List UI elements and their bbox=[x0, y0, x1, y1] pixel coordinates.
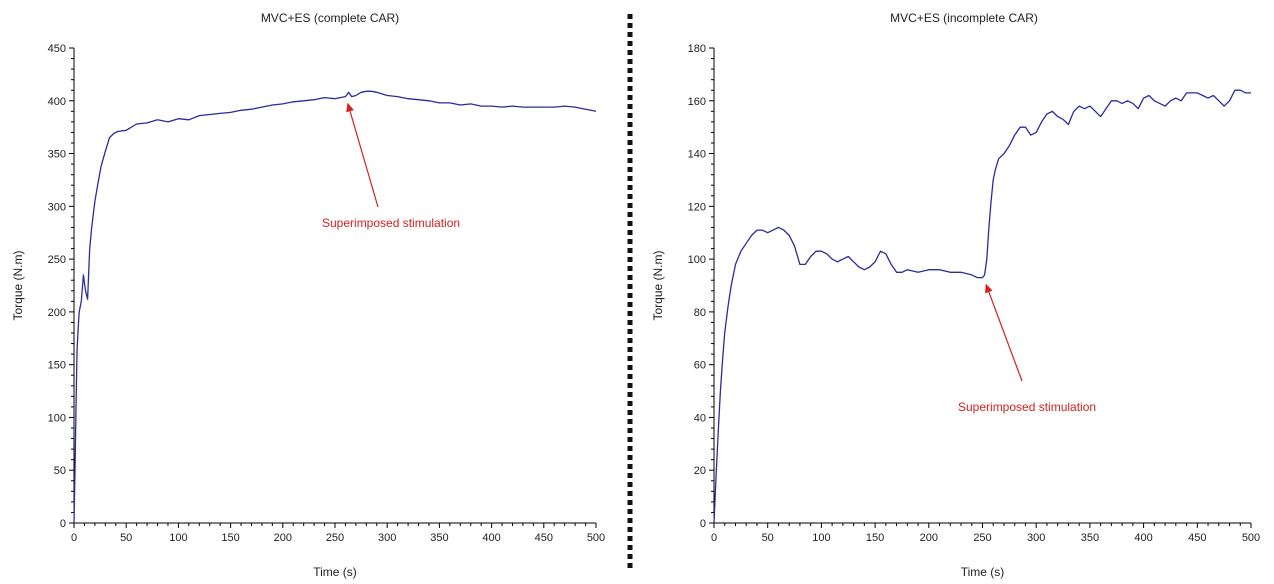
annotation-label: Superimposed stimulation bbox=[322, 216, 460, 230]
x-axis-label: Time (s) bbox=[313, 565, 357, 579]
y-tick-label: 250 bbox=[48, 254, 66, 266]
y-tick-label: 160 bbox=[688, 96, 706, 108]
charts-container: MVC+ES (complete CAR)0 50 100 150 200 250 300 3… bbox=[11, 11, 1260, 579]
y-tick-label: 120 bbox=[688, 201, 706, 213]
y-tick-label: 400 bbox=[48, 96, 66, 108]
x-tick-label: 50 bbox=[762, 532, 774, 544]
x-tick-label: 200 bbox=[920, 532, 938, 544]
y-tick-label: 50 bbox=[54, 465, 66, 477]
x-tick-label: 350 bbox=[1081, 532, 1099, 544]
y-tick-label: 80 bbox=[694, 307, 706, 319]
y-tick-label: 450 bbox=[48, 43, 66, 55]
x-tick-label: 150 bbox=[221, 532, 239, 544]
x-tick-label: 400 bbox=[1134, 532, 1152, 544]
x-tick-label: 300 bbox=[378, 532, 396, 544]
y-tick-label: 0 bbox=[700, 518, 706, 530]
series-line bbox=[73, 90, 597, 524]
y-tick-label: 40 bbox=[694, 412, 706, 424]
y-tick-label: 140 bbox=[688, 149, 706, 161]
x-tick-label: 500 bbox=[1242, 532, 1260, 544]
x-tick-label: 250 bbox=[326, 532, 344, 544]
x-tick-label: 500 bbox=[587, 532, 605, 544]
x-tick-label: 450 bbox=[1188, 532, 1206, 544]
x-tick-label: 100 bbox=[169, 532, 187, 544]
series-line bbox=[713, 89, 1251, 524]
x-tick-label: 350 bbox=[430, 532, 448, 544]
x-axis-label: Time (s) bbox=[961, 565, 1005, 579]
x-tick-label: 300 bbox=[1027, 532, 1045, 544]
y-tick-label: 150 bbox=[48, 360, 66, 372]
x-tick-label: 400 bbox=[482, 532, 500, 544]
annotation-arrow-shaft bbox=[988, 291, 1023, 382]
y-axis-label: Torque (N.m) bbox=[11, 250, 25, 320]
annotation-arrow-head bbox=[346, 102, 354, 113]
x-tick-label: 0 bbox=[71, 532, 77, 544]
y-tick-label: 0 bbox=[60, 518, 66, 530]
chart-title: MVC+ES (complete CAR) bbox=[261, 11, 399, 25]
x-tick-label: 150 bbox=[866, 532, 884, 544]
x-tick-label: 250 bbox=[973, 532, 991, 544]
x-tick-label: 200 bbox=[274, 532, 292, 544]
chart-1: MVC+ES (complete CAR) 0 50 100 150 200 250 300 3… bbox=[11, 11, 605, 579]
annotation-arrow-shaft bbox=[349, 111, 379, 208]
annotation-label: Superimposed stimulation bbox=[958, 400, 1096, 414]
y-tick-label: 180 bbox=[688, 43, 706, 55]
x-tick-label: 0 bbox=[711, 532, 717, 544]
y-tick-label: 300 bbox=[48, 201, 66, 213]
chart-2: MVC+ES (incomplete CAR)0 50 100 150 200 250 30… bbox=[651, 11, 1260, 579]
y-axis-label: Torque (N.m) bbox=[651, 250, 665, 320]
x-tick-label: 450 bbox=[535, 532, 553, 544]
x-tick-label: 100 bbox=[812, 532, 830, 544]
y-tick-label: 60 bbox=[694, 360, 706, 372]
annotation-arrow-head bbox=[985, 283, 993, 294]
y-tick-label: 350 bbox=[48, 149, 66, 161]
y-tick-label: 200 bbox=[48, 307, 66, 319]
y-tick-label: 100 bbox=[688, 254, 706, 266]
x-tick-label: 50 bbox=[120, 532, 132, 544]
chart-title: MVC+ES (incomplete CAR) bbox=[890, 11, 1038, 25]
y-tick-label: 100 bbox=[48, 412, 66, 424]
y-tick-label: 20 bbox=[694, 465, 706, 477]
